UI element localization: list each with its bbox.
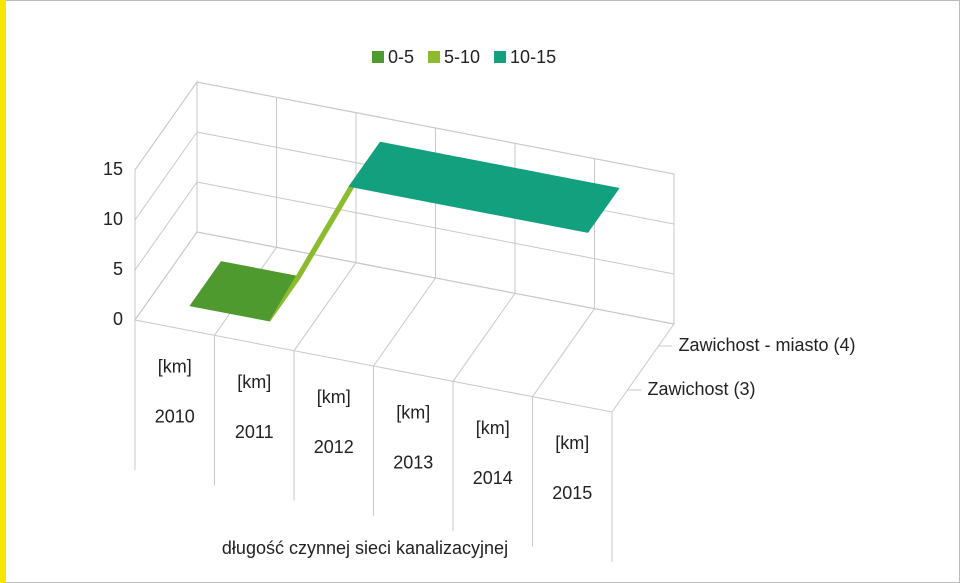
category-label: 2014 [473, 468, 513, 488]
legend-label: 10-15 [510, 47, 556, 67]
z-tick-label: 10 [103, 209, 123, 229]
category-sublabel: [km] [555, 433, 589, 453]
legend-swatch [428, 51, 441, 63]
category-sublabel: [km] [237, 372, 271, 392]
grid-line [134, 231, 675, 325]
category-label: 2011 [235, 422, 274, 442]
z-tick-label: 15 [103, 159, 123, 179]
category-sublabel: [km] [158, 356, 192, 376]
category-label: 2012 [314, 437, 354, 457]
category-sublabel: [km] [317, 387, 351, 407]
category-label: 2015 [552, 483, 592, 503]
surface-patch [507, 172, 620, 233]
z-tick-label: 0 [113, 309, 123, 329]
depth-label: Zawichost - miasto (4) [679, 335, 856, 355]
grid-line [134, 181, 675, 275]
legend-swatch [372, 51, 384, 63]
side-strip [0, 0, 6, 583]
category-sublabel: [km] [476, 418, 510, 438]
category-label: 2010 [155, 406, 195, 426]
z-tick-label: 5 [113, 259, 123, 279]
grid-line [134, 81, 675, 175]
legend-label: 0-5 [388, 47, 414, 67]
category-sublabel: [km] [396, 402, 430, 422]
category-label: 2013 [393, 452, 433, 472]
legend-swatch [494, 51, 507, 63]
axis-title: długość czynnej sieci kanalizacyjnej [222, 538, 508, 558]
depth-label: Zawichost (3) [648, 379, 756, 399]
legend-label: 5-10 [444, 47, 480, 67]
